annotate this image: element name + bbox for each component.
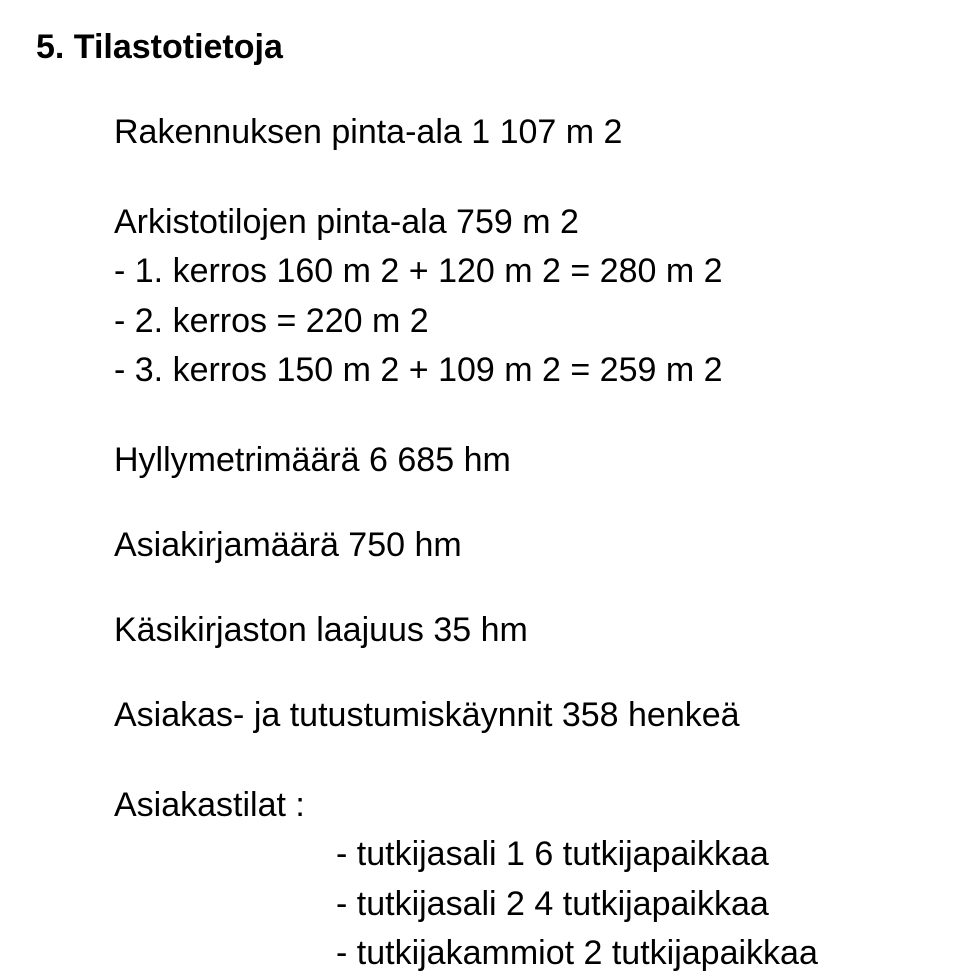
customer-rooms-title: Asiakastilat : bbox=[114, 781, 924, 830]
shelf-meters: Hyllymetrimäärä 6 685 hm bbox=[36, 441, 924, 480]
archive-floor-2: - 2. kerros = 220 m 2 bbox=[114, 297, 924, 346]
archive-floor-1: - 1. kerros 160 m 2 + 120 m 2 = 280 m 2 bbox=[114, 247, 924, 296]
reference-library: Käsikirjaston laajuus 35 hm bbox=[36, 611, 924, 650]
section-heading: 5. Tilastotietoja bbox=[36, 28, 924, 67]
customer-room-2: - tutkijasali 2 4 tutkijapaikkaa bbox=[114, 880, 924, 929]
customer-room-1: - tutkijasali 1 6 tutkijapaikkaa bbox=[114, 830, 924, 879]
document-count: Asiakirjamäärä 750 hm bbox=[36, 526, 924, 565]
archive-floor-3: - 3. kerros 150 m 2 + 109 m 2 = 259 m 2 bbox=[114, 346, 924, 395]
visits: Asiakas- ja tutustumiskäynnit 358 henkeä bbox=[36, 696, 924, 735]
building-area: Rakennuksen pinta-ala 1 107 m 2 bbox=[36, 113, 924, 152]
customer-rooms-block: Asiakastilat : - tutkijasali 1 6 tutkija… bbox=[36, 781, 924, 978]
customer-room-3: - tutkijakammiot 2 tutkijapaikkaa bbox=[114, 929, 924, 978]
archive-area-title: Arkistotilojen pinta-ala 759 m 2 bbox=[114, 198, 924, 247]
archive-area-block: Arkistotilojen pinta-ala 759 m 2 - 1. ke… bbox=[36, 198, 924, 395]
